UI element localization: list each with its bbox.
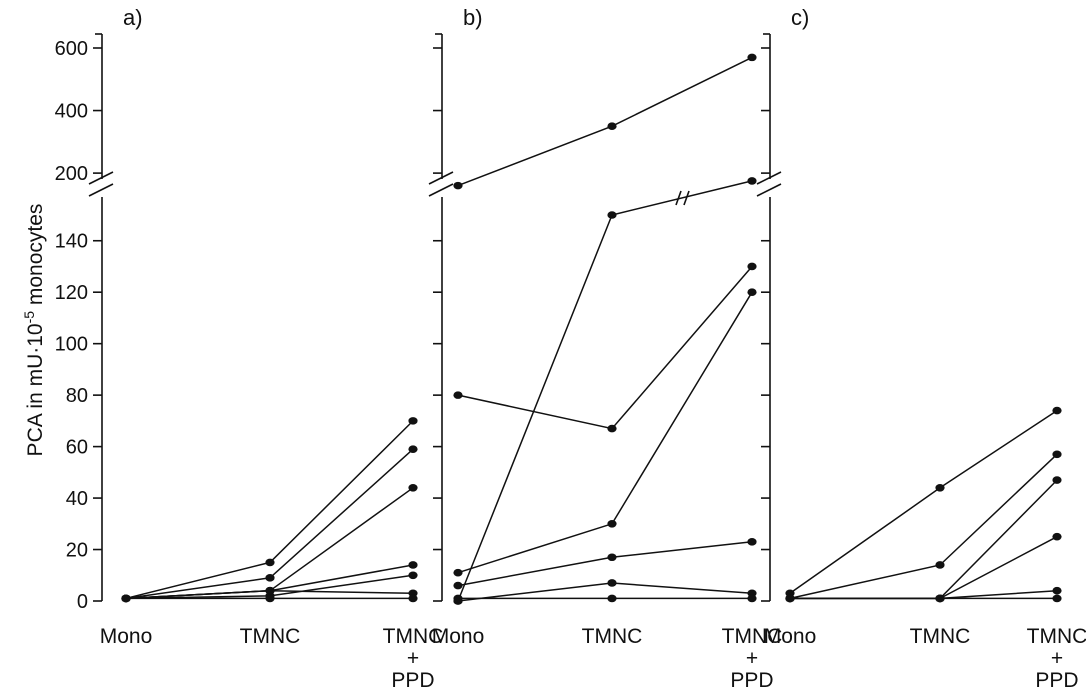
y-tick-label: 600 [55,38,88,60]
data-point [265,574,275,582]
x-tick-label: PPD [391,669,434,692]
series-line [457,541,753,587]
data-point [121,594,131,603]
data-point [1052,476,1062,484]
data-point [607,520,617,528]
data-point [453,391,463,399]
series-line [125,420,414,600]
data-point [453,181,463,190]
series-line [789,453,1058,600]
axis-break-mark [88,183,114,197]
x-tick-label: + [746,647,758,670]
x-tick-label: TMNC [383,625,444,648]
y-tick-label: 100 [55,334,88,356]
y-tick-label: 0 [77,591,88,613]
axis-break-mark [428,171,454,185]
data-point [1052,586,1062,595]
data-point [1052,532,1062,541]
data-point [1052,594,1062,603]
data-point [408,483,418,492]
data-point [747,594,757,603]
y-axis-title: PCA in mU·10-5 monocytes [21,204,47,457]
x-tick-label: PPD [1035,669,1078,692]
series-line [457,266,753,430]
data-point [747,177,757,185]
data-point [265,594,275,603]
data-point [607,122,617,130]
x-tick-label: TMNC [582,625,643,648]
x-tick-label: TMNC [1027,625,1086,648]
x-tick-label: + [1051,647,1063,670]
panel-1: a) 0 20 40 60 80 100 120 140 200 400 600 Mono TMNC TMN… [55,5,444,692]
series-line [790,589,1058,600]
x-tick-label: Mono [764,625,817,648]
y-tick-label: 20 [66,540,88,562]
axis-break-mark [88,171,114,185]
y-tick-label: 120 [55,282,88,304]
x-tick-label: TMNC [722,625,783,648]
data-point [607,553,617,562]
axis-break-mark [428,183,454,197]
line-break-mark [675,190,682,206]
data-point [607,211,617,219]
x-tick-label: Mono [100,625,153,648]
panel-2: b)Mono TMNC TMNC+PPD [428,5,783,692]
x-tick-label: PPD [730,669,773,692]
panel-label: a) [123,5,143,30]
data-point [453,594,463,603]
series-line [790,479,1058,600]
series-line [457,291,753,574]
y-tick-label: 200 [55,163,88,185]
axis-break-mark [756,171,782,185]
x-tick-label: TMNC [240,625,301,648]
data-point [607,594,617,603]
y-tick-label: 40 [66,488,88,510]
axis-break-mark [756,183,782,197]
x-tick-label: + [407,647,419,670]
data-point [1052,406,1062,415]
panel-label: c) [791,5,809,30]
x-tick-label: TMNC [910,625,971,648]
data-point [747,262,757,271]
data-point [935,594,945,603]
data-point [453,568,463,577]
data-point [265,586,275,595]
data-point [1052,450,1062,459]
y-tick-label: 80 [66,385,88,407]
series-line [789,409,1058,594]
data-point [408,571,418,580]
data-point [747,288,757,297]
data-point [453,581,463,590]
data-point [408,561,418,569]
series-line [457,56,753,187]
data-point [747,53,757,62]
panel-3: c)Mono TMNC TMNC+PPD [756,5,1086,692]
x-tick-label: Mono [432,625,485,648]
data-point [408,417,418,425]
data-point [265,558,275,567]
data-point [785,594,795,603]
line-break-mark [683,190,690,206]
data-point [408,594,418,603]
data-point [607,424,617,433]
panel-label: b) [463,5,483,30]
data-point [935,483,945,492]
y-tick-label: 140 [55,231,88,253]
series-line [457,180,753,602]
y-tick-label: 400 [55,101,88,123]
data-point [408,445,418,453]
data-point [935,561,945,569]
y-tick-label: 60 [66,437,88,459]
data-point [607,579,617,587]
y-axis-label: PCA in mU·10-5 monocytes [21,204,47,457]
data-point [747,538,757,546]
